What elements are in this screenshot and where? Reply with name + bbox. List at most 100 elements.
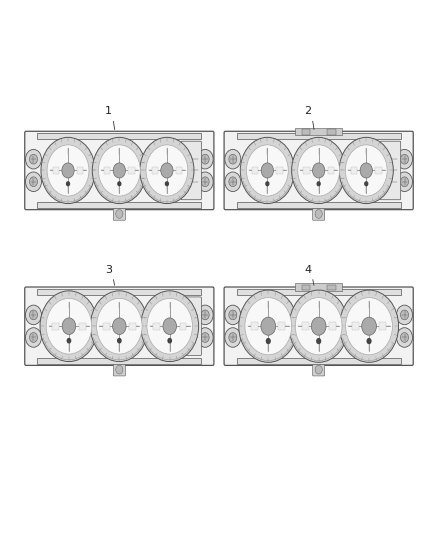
FancyBboxPatch shape bbox=[313, 206, 325, 220]
Circle shape bbox=[117, 338, 122, 344]
Circle shape bbox=[25, 328, 42, 348]
Circle shape bbox=[400, 154, 409, 164]
Circle shape bbox=[117, 181, 121, 187]
Circle shape bbox=[25, 149, 42, 169]
Bar bbox=[128, 167, 134, 174]
Bar bbox=[53, 167, 59, 174]
Text: 2: 2 bbox=[304, 106, 311, 116]
Bar bbox=[302, 322, 309, 329]
Circle shape bbox=[113, 163, 125, 178]
Bar bbox=[37, 288, 201, 295]
Bar bbox=[251, 322, 258, 329]
Circle shape bbox=[116, 365, 123, 374]
Circle shape bbox=[201, 154, 209, 164]
Circle shape bbox=[140, 138, 194, 204]
Circle shape bbox=[47, 145, 89, 196]
Circle shape bbox=[364, 181, 368, 187]
Circle shape bbox=[229, 333, 237, 342]
Circle shape bbox=[400, 310, 409, 320]
Circle shape bbox=[295, 297, 342, 355]
Circle shape bbox=[225, 328, 241, 348]
Bar bbox=[302, 130, 310, 134]
Circle shape bbox=[346, 297, 392, 355]
Bar bbox=[237, 358, 401, 364]
Bar bbox=[304, 167, 310, 174]
Circle shape bbox=[62, 318, 76, 335]
Bar bbox=[79, 322, 85, 329]
Circle shape bbox=[229, 154, 237, 164]
Circle shape bbox=[313, 163, 325, 178]
FancyBboxPatch shape bbox=[313, 362, 325, 376]
Circle shape bbox=[317, 181, 321, 187]
Circle shape bbox=[46, 298, 92, 354]
Bar bbox=[104, 167, 110, 174]
Circle shape bbox=[289, 290, 348, 362]
Bar bbox=[328, 322, 336, 329]
Circle shape bbox=[261, 163, 273, 178]
Circle shape bbox=[146, 145, 188, 196]
Bar bbox=[37, 202, 201, 208]
Circle shape bbox=[197, 305, 213, 325]
FancyBboxPatch shape bbox=[25, 131, 214, 209]
Circle shape bbox=[239, 290, 298, 362]
FancyBboxPatch shape bbox=[113, 206, 125, 220]
Circle shape bbox=[40, 291, 98, 361]
Circle shape bbox=[197, 149, 213, 169]
Circle shape bbox=[396, 328, 413, 348]
Circle shape bbox=[265, 181, 269, 187]
Circle shape bbox=[113, 318, 126, 335]
Circle shape bbox=[261, 317, 276, 335]
Text: 3: 3 bbox=[105, 264, 112, 274]
Circle shape bbox=[25, 172, 42, 191]
Bar bbox=[77, 167, 83, 174]
Bar bbox=[152, 167, 158, 174]
Circle shape bbox=[339, 138, 393, 204]
Circle shape bbox=[201, 310, 209, 320]
Circle shape bbox=[400, 177, 409, 187]
Bar bbox=[328, 167, 334, 174]
Circle shape bbox=[197, 328, 213, 348]
Bar bbox=[237, 202, 401, 208]
Circle shape bbox=[339, 290, 399, 362]
Text: 4: 4 bbox=[304, 264, 311, 274]
Circle shape bbox=[396, 305, 413, 325]
Bar bbox=[103, 322, 110, 329]
Circle shape bbox=[400, 333, 409, 342]
Bar bbox=[352, 322, 359, 329]
Circle shape bbox=[29, 310, 38, 320]
Circle shape bbox=[225, 305, 241, 325]
Circle shape bbox=[197, 172, 213, 191]
FancyBboxPatch shape bbox=[380, 141, 401, 200]
Bar bbox=[180, 322, 186, 329]
Circle shape bbox=[247, 145, 288, 196]
Circle shape bbox=[316, 338, 321, 344]
Text: 1: 1 bbox=[105, 106, 112, 116]
Circle shape bbox=[90, 291, 148, 361]
Circle shape bbox=[225, 172, 241, 191]
Circle shape bbox=[147, 298, 192, 354]
Bar bbox=[37, 358, 201, 364]
Bar bbox=[52, 322, 59, 329]
Circle shape bbox=[29, 333, 38, 342]
Circle shape bbox=[396, 149, 413, 169]
Circle shape bbox=[298, 145, 339, 196]
Bar bbox=[327, 130, 336, 134]
Bar bbox=[351, 167, 357, 174]
Circle shape bbox=[245, 297, 292, 355]
Circle shape bbox=[161, 163, 173, 178]
Circle shape bbox=[141, 291, 198, 361]
FancyBboxPatch shape bbox=[113, 362, 125, 376]
Circle shape bbox=[66, 181, 70, 187]
Circle shape bbox=[165, 181, 169, 187]
Circle shape bbox=[229, 177, 237, 187]
Bar bbox=[302, 285, 310, 290]
Bar bbox=[276, 167, 283, 174]
FancyBboxPatch shape bbox=[181, 141, 201, 200]
Circle shape bbox=[225, 149, 241, 169]
FancyBboxPatch shape bbox=[224, 131, 413, 209]
Bar bbox=[375, 167, 381, 174]
FancyBboxPatch shape bbox=[224, 287, 413, 366]
Circle shape bbox=[229, 310, 237, 320]
Bar bbox=[295, 284, 342, 291]
Circle shape bbox=[67, 338, 71, 344]
